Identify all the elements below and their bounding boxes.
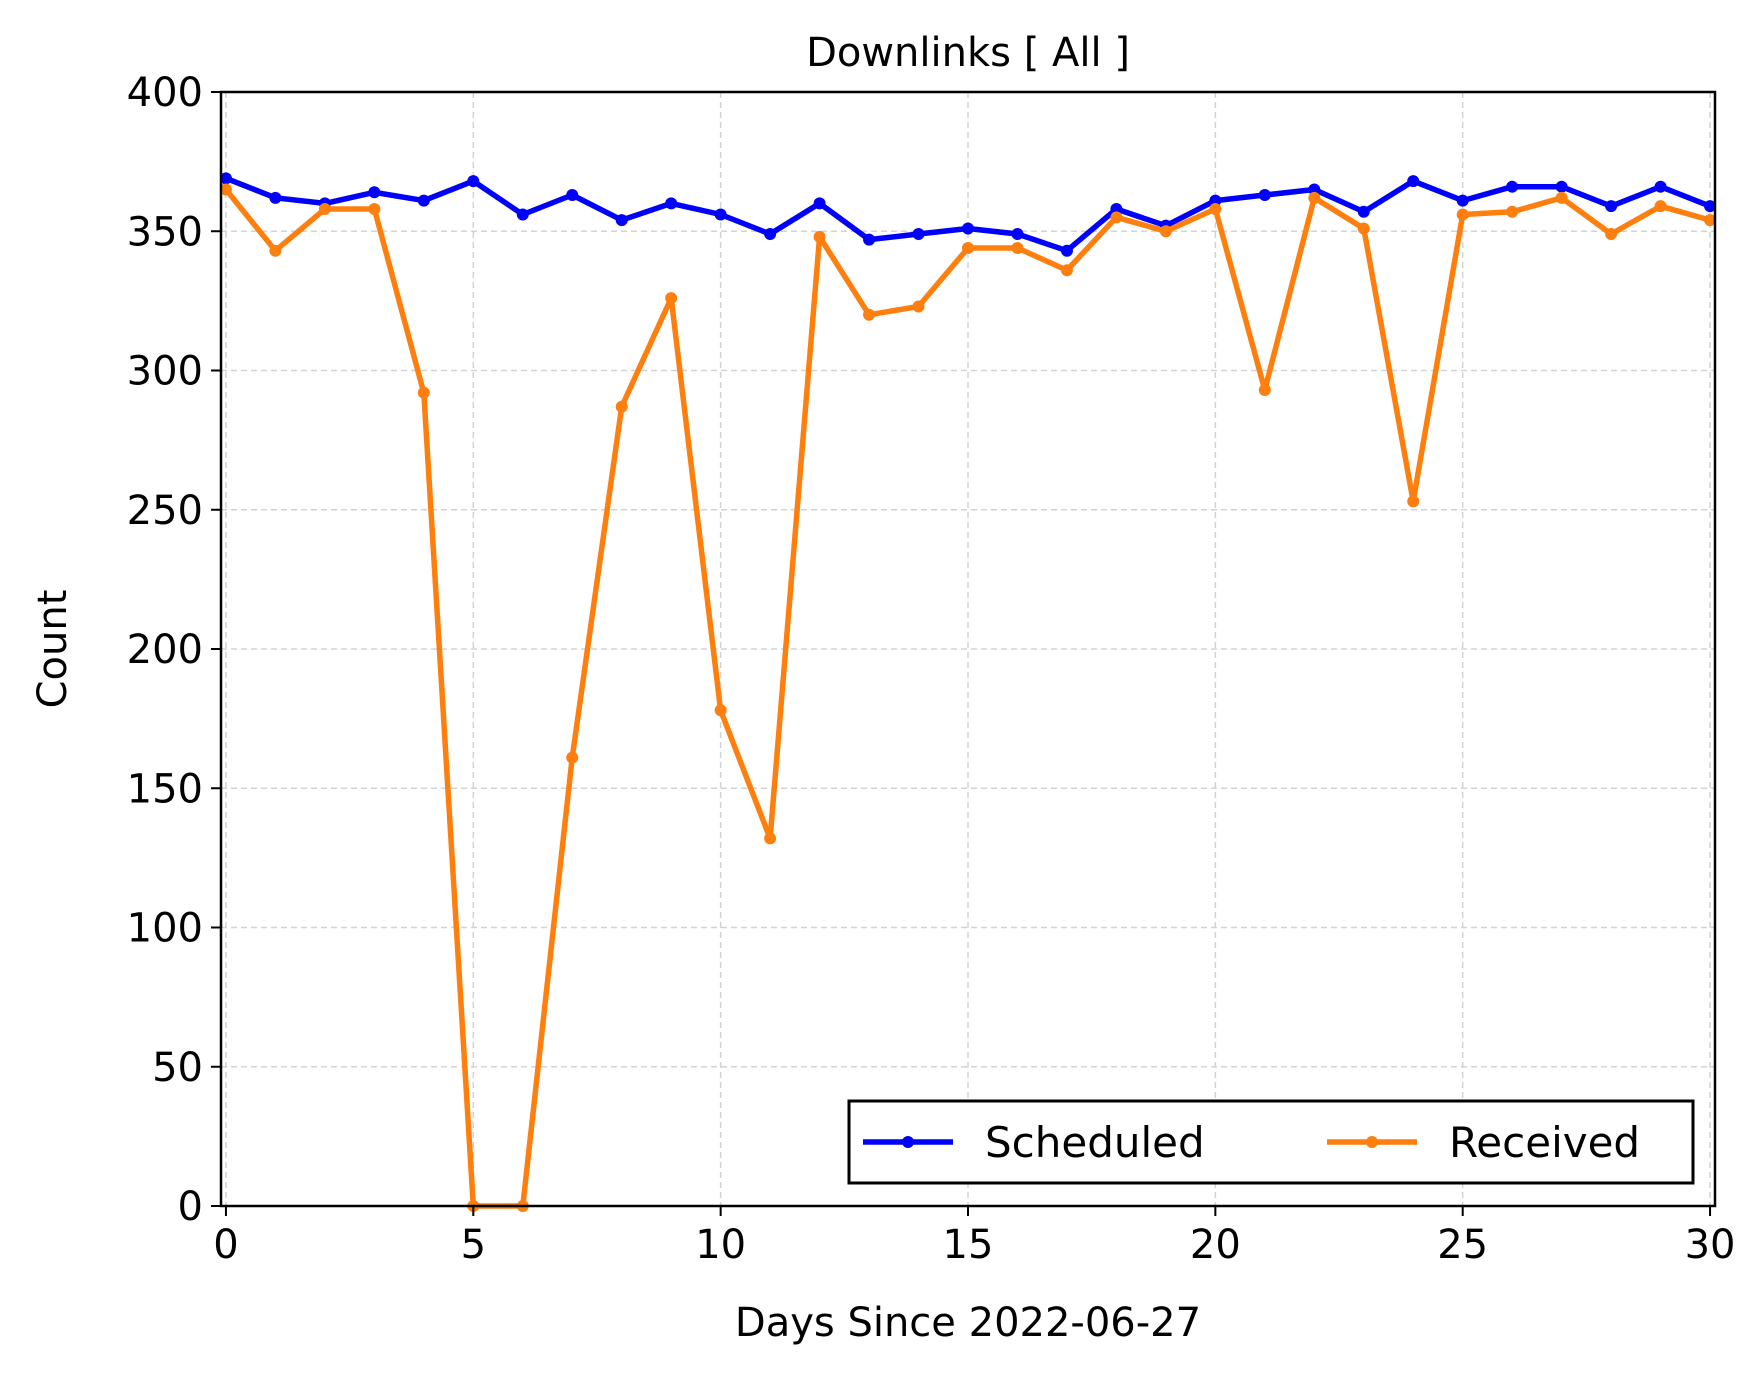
data-point-received [1011, 241, 1024, 254]
data-point-scheduled [912, 228, 925, 241]
y-tick-label: 400 [127, 70, 203, 116]
x-tick-label: 15 [943, 1222, 994, 1268]
data-point-scheduled [566, 189, 579, 202]
data-point-scheduled [665, 197, 678, 210]
data-point-scheduled [1654, 180, 1667, 193]
data-point-received [1704, 214, 1717, 227]
data-point-received [1258, 383, 1271, 396]
data-point-received [219, 183, 232, 196]
data-point-scheduled [269, 191, 282, 204]
data-point-scheduled [1704, 200, 1717, 213]
x-tick-label: 10 [695, 1222, 746, 1268]
y-tick-label: 250 [127, 488, 203, 534]
x-tick-label: 5 [461, 1222, 486, 1268]
data-point-scheduled [714, 208, 727, 221]
legend-marker [1366, 1136, 1378, 1148]
data-point-scheduled [1605, 200, 1618, 213]
data-point-received [566, 751, 579, 764]
data-point-scheduled [1209, 194, 1222, 207]
x-tick-label: 30 [1685, 1222, 1736, 1268]
data-point-received [1060, 264, 1073, 277]
data-point-received [665, 292, 678, 305]
y-tick-label: 50 [152, 1045, 203, 1091]
data-point-scheduled [1407, 175, 1420, 188]
x-tick-label: 25 [1437, 1222, 1488, 1268]
data-point-received [318, 202, 331, 215]
data-point-scheduled [1060, 244, 1073, 257]
data-point-scheduled [764, 228, 777, 241]
data-point-scheduled [368, 186, 381, 199]
data-point-received [1357, 222, 1370, 235]
y-tick-label: 300 [127, 349, 203, 395]
y-tick-label: 350 [127, 209, 203, 255]
data-point-scheduled [516, 208, 529, 221]
data-point-received [1506, 205, 1519, 218]
legend: Scheduled Received [847, 1099, 1695, 1185]
data-point-scheduled [1308, 183, 1321, 196]
data-point-scheduled [1011, 228, 1024, 241]
data-point-received [417, 386, 430, 399]
data-point-received [1555, 191, 1568, 204]
legend-label: Received [1449, 1118, 1640, 1167]
data-point-scheduled [467, 175, 480, 188]
data-point-scheduled [417, 194, 430, 207]
data-point-scheduled [863, 233, 876, 246]
chart-title: Downlinks [ All ] [806, 30, 1130, 76]
data-point-received [912, 300, 925, 313]
data-point-received [1407, 495, 1420, 508]
legend-box [847, 1099, 1695, 1185]
data-point-scheduled [1258, 189, 1271, 202]
x-tick-label: 20 [1190, 1222, 1241, 1268]
data-point-scheduled [1555, 180, 1568, 193]
data-point-scheduled [813, 197, 826, 210]
data-point-received [1159, 225, 1172, 238]
data-point-received [615, 400, 628, 413]
data-point-received [1110, 211, 1123, 224]
data-point-scheduled [219, 172, 232, 185]
y-tick-label: 0 [178, 1184, 203, 1230]
data-point-scheduled [1456, 194, 1469, 207]
data-point-received [714, 704, 727, 717]
data-point-received [1209, 202, 1222, 215]
data-point-received [764, 832, 777, 845]
x-axis-label: Days Since 2022-06-27 [735, 1300, 1201, 1346]
data-point-received [1308, 191, 1321, 204]
grid-lines [221, 91, 1715, 1207]
data-point-received [863, 308, 876, 321]
data-point-received [813, 230, 826, 243]
legend-label: Scheduled [985, 1118, 1205, 1167]
y-tick-label: 100 [127, 906, 203, 952]
y-axis-label: Count [30, 590, 76, 709]
data-point-scheduled [1110, 202, 1123, 215]
x-tick-label: 0 [213, 1222, 238, 1268]
data-point-scheduled [615, 214, 628, 227]
data-point-received [269, 244, 282, 257]
data-point-received [962, 241, 974, 254]
data-point-scheduled [962, 222, 974, 235]
legend-marker [902, 1136, 914, 1148]
y-tick-label: 200 [127, 627, 203, 673]
data-point-received [1605, 228, 1618, 241]
y-tick-label: 150 [127, 766, 203, 812]
data-point-received [1654, 200, 1667, 213]
data-point-received [1456, 208, 1469, 221]
data-point-scheduled [1506, 180, 1519, 193]
data-point-received [368, 202, 381, 215]
data-point-scheduled [1357, 205, 1370, 218]
